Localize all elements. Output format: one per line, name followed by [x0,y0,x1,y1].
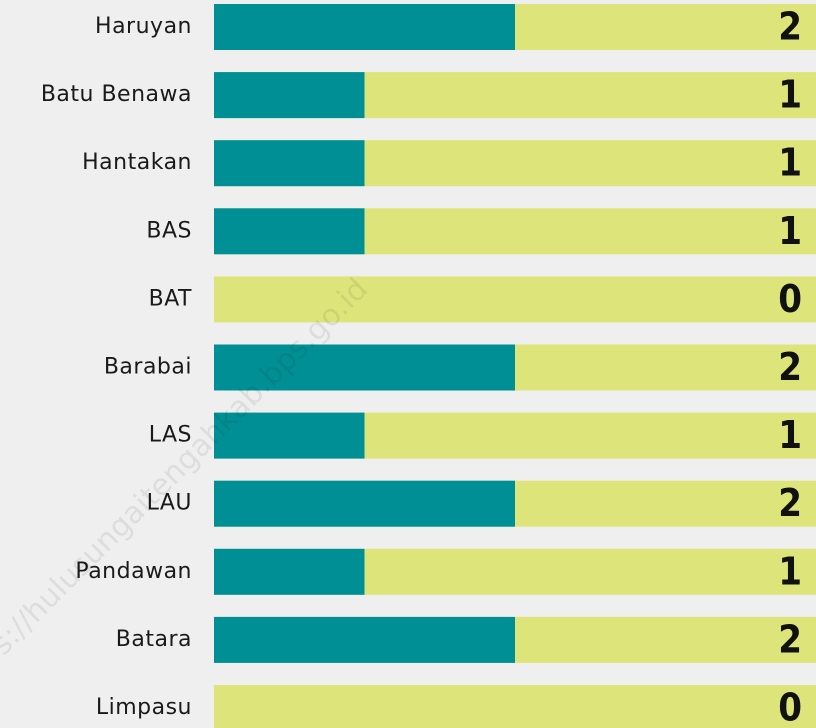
value-label: 0 [778,277,802,321]
category-label: Limpasu [96,695,192,720]
value-label: 1 [778,413,802,457]
value-label: 2 [778,481,802,525]
value-label: 1 [778,549,802,593]
bar [214,480,515,527]
value-label: 1 [778,73,802,117]
bar [214,72,365,119]
bar-track [214,276,816,323]
category-label: Hantakan [82,150,192,175]
rows: Haruyan 2 Batu Benawa 1 Hantakan 1 BAS 1 BAT 0 Bar… [41,4,816,728]
category-label: Pandawan [75,559,192,584]
category-label: BAT [149,286,192,311]
category-label: Barabai [104,355,192,380]
bar [214,344,515,391]
bar [214,208,365,255]
bar [214,140,365,187]
category-label: Batara [116,627,192,652]
category-label: Batu Benawa [41,82,192,107]
value-label: 2 [778,617,802,661]
category-label: LAS [149,423,192,448]
bar-track [214,685,816,728]
value-label: 0 [778,686,802,728]
category-label: Haruyan [95,14,192,39]
bar [214,548,365,595]
value-label: 1 [778,209,802,253]
value-label: 2 [778,5,802,49]
bar [214,4,515,50]
bar [214,412,365,459]
value-label: 1 [778,141,802,185]
bar [214,616,515,663]
category-label: LAU [147,491,192,516]
category-label: BAS [146,218,192,243]
value-label: 2 [778,345,802,389]
